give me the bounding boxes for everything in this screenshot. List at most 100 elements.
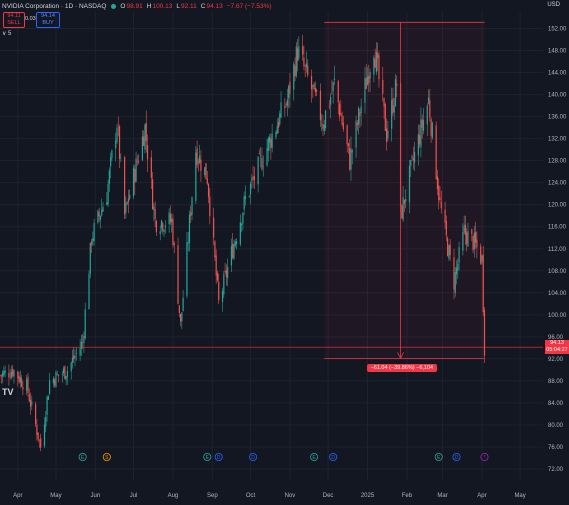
- earnings-event-label: E: [206, 455, 210, 461]
- candle-body: [150, 157, 152, 178]
- candle-body: [13, 370, 15, 377]
- volume-toggle[interactable]: ∨ 5: [2, 31, 12, 37]
- split-event-icon: [102, 452, 111, 461]
- candle-body: [427, 97, 430, 104]
- candle-body: [92, 238, 94, 242]
- candle-body: [182, 297, 184, 311]
- candle-body: [365, 78, 367, 89]
- candle-body: [46, 397, 48, 415]
- candle-body: [213, 217, 215, 238]
- candle-body: [253, 175, 255, 181]
- measure-label: −61.04 (−39.86%) −6,104: [366, 364, 438, 373]
- candle-body: [199, 155, 201, 164]
- candle-body: [268, 136, 271, 143]
- candle-body: [214, 241, 216, 258]
- candle-body: [321, 124, 323, 125]
- candle-body: [173, 243, 175, 246]
- candle-body: [164, 225, 166, 228]
- candle-body: [172, 218, 174, 245]
- currency-label[interactable]: USD: [547, 2, 560, 8]
- candle-body: [313, 83, 315, 90]
- candle-body: [295, 46, 297, 76]
- candle-body: [196, 148, 198, 166]
- candle-body: [17, 371, 19, 379]
- candle-body: [337, 81, 339, 103]
- candle-body: [3, 371, 5, 376]
- candle-body: [419, 135, 421, 145]
- candle-body: [454, 272, 456, 293]
- low-label: L: [176, 2, 180, 10]
- candle-body: [28, 394, 30, 402]
- candle-body: [316, 89, 318, 92]
- symbol-title[interactable]: NVIDIA Corporation · 1D · NASDAQ: [2, 2, 107, 10]
- candle-body: [288, 85, 290, 99]
- y-tick-label: 88.00: [548, 379, 564, 385]
- candle-body: [135, 158, 137, 182]
- candle-body: [66, 370, 68, 377]
- candle-body: [462, 231, 464, 251]
- y-tick-label: 72.00: [548, 467, 564, 473]
- candle-body: [45, 416, 47, 427]
- candle-body: [1, 372, 4, 377]
- candle-body: [168, 212, 170, 225]
- candle-body: [200, 159, 202, 171]
- candle-body: [405, 199, 407, 202]
- candle-body: [464, 224, 467, 235]
- candle-body: [118, 126, 121, 159]
- candle-body: [65, 376, 67, 380]
- earnings-event-icon: [434, 452, 443, 461]
- candle-body: [394, 79, 397, 106]
- candle-body: [224, 271, 226, 272]
- x-tick-label: Nov: [285, 493, 296, 499]
- candle-body: [342, 122, 344, 130]
- candle-body: [481, 255, 483, 262]
- sell-button[interactable]: 94.11 SELL: [3, 12, 25, 28]
- candle-body: [205, 163, 207, 180]
- candle-body: [232, 244, 234, 259]
- candle-body: [480, 246, 482, 264]
- candle-body: [162, 223, 164, 231]
- candle-body: [36, 424, 38, 435]
- earnings-event-icon: [78, 452, 87, 461]
- candle-body: [293, 64, 295, 90]
- candle-body: [0, 375, 1, 376]
- candle-body: [360, 106, 362, 114]
- candle-body: [294, 65, 296, 77]
- candle-body: [155, 221, 158, 233]
- candle-body: [117, 126, 119, 128]
- candle-body: [267, 138, 269, 151]
- candle-body: [475, 232, 477, 243]
- candle-body: [341, 114, 343, 125]
- candle-body: [249, 183, 252, 195]
- candle-body: [115, 140, 117, 149]
- candle-body: [467, 230, 469, 247]
- candle-body: [31, 401, 33, 405]
- candle-body: [73, 355, 75, 360]
- candle-body: [146, 145, 149, 160]
- buy-button[interactable]: 94.14 BUY: [36, 12, 60, 28]
- candle-body: [124, 157, 126, 215]
- candle-body: [258, 152, 261, 154]
- candle-body: [74, 356, 76, 358]
- last-price-tag: 94.13 05:04:27: [545, 340, 569, 355]
- candle-body: [482, 254, 484, 312]
- y-tick-label: 136.00: [548, 115, 567, 121]
- y-tick-label: 152.00: [548, 27, 567, 33]
- candle-body: [145, 123, 147, 142]
- candle-body: [29, 399, 32, 407]
- candle-body: [171, 218, 173, 223]
- y-tick-label: 144.00: [548, 71, 567, 77]
- candle-body: [187, 242, 189, 244]
- candle-body: [99, 215, 102, 220]
- candle-body: [458, 247, 460, 263]
- candle-body: [26, 378, 28, 391]
- candle-body: [289, 81, 291, 94]
- candle-body: [355, 120, 357, 148]
- candle-body: [239, 222, 241, 245]
- measure-arrow-icon: [397, 352, 404, 360]
- candle-body: [79, 348, 81, 356]
- y-tick-label: 132.00: [548, 137, 567, 143]
- candle-body: [56, 374, 58, 375]
